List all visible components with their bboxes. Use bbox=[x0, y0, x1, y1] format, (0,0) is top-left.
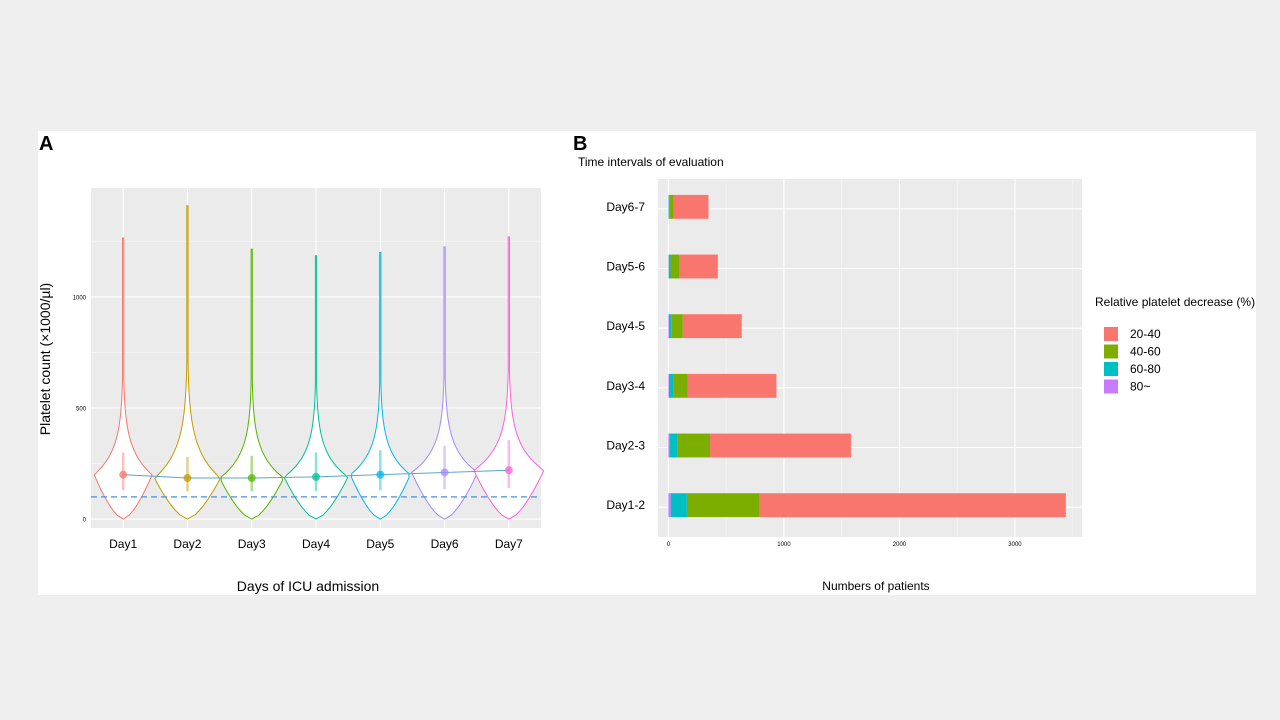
y-tick-label: 500 bbox=[76, 407, 87, 413]
bar-plot-area bbox=[658, 179, 1082, 537]
violin-day2 bbox=[154, 205, 221, 520]
bar-gridlines bbox=[658, 179, 1082, 537]
figure-canvas: A B 0 500 1000 Day1 Day2 Day3 Day4 Day5 Day6 Day7… bbox=[38, 133, 1255, 594]
violin-day6 bbox=[410, 246, 479, 520]
bar-day5-6-20-40 bbox=[679, 254, 718, 279]
violin-day1 bbox=[93, 237, 153, 520]
median-point-day6 bbox=[440, 468, 449, 477]
x-tick-label-day5: Day5 bbox=[366, 537, 394, 551]
bar-day6-7-20-40 bbox=[673, 194, 709, 219]
legend-label-80~: 80~ bbox=[1130, 380, 1150, 394]
bar-day2-3-20-40 bbox=[709, 433, 851, 458]
y-tick-label-day1-2: Day1-2 bbox=[606, 498, 645, 512]
bar-day4-5-20-40 bbox=[682, 314, 742, 339]
legend-swatch-20-40 bbox=[1104, 327, 1118, 341]
x-tick-label-day3: Day3 bbox=[238, 537, 266, 551]
bar-day4-5-80~ bbox=[668, 314, 669, 339]
median-point-day7 bbox=[504, 466, 513, 475]
bar-day6-7-40-60 bbox=[669, 194, 674, 219]
figure: A B 0 500 1000 Day1 Day2 Day3 Day4 Day5 Day6 Day7… bbox=[38, 131, 1256, 595]
bar-x-axis-label: Numbers of patients bbox=[822, 579, 929, 593]
y-tick-label: 1000 bbox=[73, 295, 87, 301]
bar-day1-2-20-40 bbox=[759, 493, 1066, 518]
median-point-day2 bbox=[183, 474, 192, 482]
y-tick-label-day4-5: Day4-5 bbox=[606, 319, 645, 333]
y-tick-label-day6-7: Day6-7 bbox=[606, 200, 645, 214]
legend-label-20-40: 20-40 bbox=[1130, 327, 1161, 341]
median-point-day3 bbox=[247, 474, 256, 482]
panel-b-letter: B bbox=[573, 133, 587, 155]
legend-swatch-60-80 bbox=[1104, 362, 1118, 376]
x-tick-label-day4: Day4 bbox=[302, 537, 330, 551]
bar-day5-6-40-60 bbox=[670, 254, 680, 279]
bar-marks bbox=[668, 194, 1066, 518]
bar-day1-2-40-60 bbox=[686, 493, 760, 518]
violin-day5 bbox=[350, 251, 410, 520]
bar-day2-3-60-80 bbox=[669, 433, 678, 458]
bar-day6-7-60-80 bbox=[668, 194, 670, 219]
violin-marks bbox=[91, 205, 545, 520]
violin-y-axis-label: Platelet count (×1000/µl) bbox=[38, 283, 53, 435]
bar-day4-5-40-60 bbox=[671, 314, 683, 339]
median-point-day4 bbox=[312, 472, 320, 481]
violin-x-axis-label: Days of ICU admission bbox=[237, 578, 379, 594]
violin-chart-panel-a: 0 500 1000 Day1 Day2 Day3 Day4 Day5 Day6 Day7 Day… bbox=[38, 188, 545, 594]
bar-day4-5-60-80 bbox=[668, 314, 672, 339]
x-tick-label-day2: Day2 bbox=[173, 537, 201, 551]
violin-day7 bbox=[473, 236, 545, 520]
bar-day3-4-20-40 bbox=[687, 373, 777, 398]
x-tick-label: 0 bbox=[667, 542, 671, 548]
x-tick-label-day1: Day1 bbox=[109, 537, 137, 551]
y-tick-label-day5-6: Day5-6 bbox=[606, 260, 645, 274]
y-tick-label-day3-4: Day3-4 bbox=[606, 379, 645, 393]
x-tick-label-day7: Day7 bbox=[495, 537, 523, 551]
median-point-day1 bbox=[119, 470, 128, 479]
legend-swatch-80~ bbox=[1104, 379, 1118, 394]
legend-label-40-60: 40-60 bbox=[1130, 345, 1161, 359]
violin-day3 bbox=[220, 248, 283, 520]
bar-day1-2-80~ bbox=[668, 493, 671, 518]
median-point-day5 bbox=[376, 470, 385, 479]
violin-day4 bbox=[283, 255, 349, 520]
bar-day1-2-60-80 bbox=[670, 493, 687, 518]
x-tick-label: 1000 bbox=[777, 542, 791, 548]
bar-day2-3-80~ bbox=[668, 433, 670, 458]
bar-axes: 0 1000 2000 3000 Day1-2 Day2-3 Day3-4 Day4-5 Day… bbox=[606, 200, 1022, 548]
violin-axes: 0 500 1000 Day1 Day2 Day3 Day4 Day5 Day6 Day7 bbox=[73, 295, 524, 551]
legend-swatch-40-60 bbox=[1104, 344, 1118, 359]
legend-title: Relative platelet decrease (%) bbox=[1095, 295, 1255, 309]
legend-label-60-80: 60-80 bbox=[1130, 362, 1161, 376]
bar-day5-6-60-80 bbox=[668, 254, 671, 279]
bar-day3-4-40-60 bbox=[673, 373, 688, 398]
y-tick-label-day2-3: Day2-3 bbox=[606, 439, 645, 453]
y-tick-label: 0 bbox=[83, 518, 87, 524]
bar-day3-4-60-80 bbox=[668, 373, 674, 398]
bar-day3-4-80~ bbox=[668, 373, 669, 398]
x-tick-label: 3000 bbox=[1008, 542, 1022, 548]
bar-chart-title: Time intervals of evaluation bbox=[578, 155, 724, 169]
bar-day2-3-40-60 bbox=[677, 433, 710, 458]
x-tick-label: 2000 bbox=[893, 542, 907, 548]
x-tick-label-day6: Day6 bbox=[431, 537, 459, 551]
bar-chart-panel-b: Time intervals of evaluation 0 1000 2000 30… bbox=[578, 155, 1255, 593]
panel-a-letter: A bbox=[39, 133, 53, 155]
bar-legend: Relative platelet decrease (%) 20-40 40-6… bbox=[1095, 295, 1255, 394]
